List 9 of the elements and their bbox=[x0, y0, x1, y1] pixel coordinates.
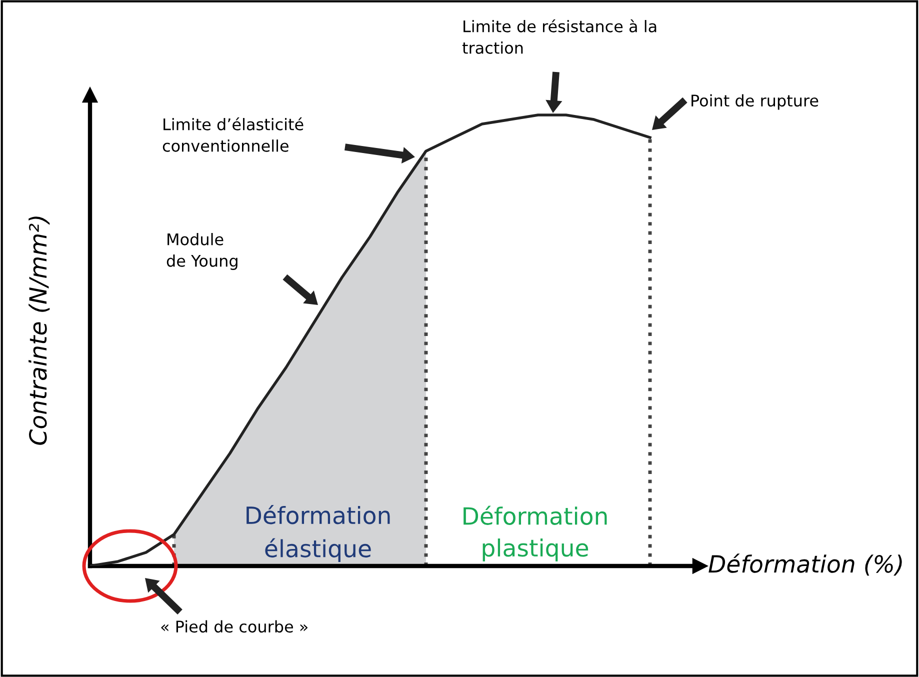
x-axis-title: Déformation (%) bbox=[708, 554, 902, 576]
annotation: Déformation élastique bbox=[246, 505, 390, 562]
annotation: Module de Young bbox=[166, 233, 238, 270]
annotation: Déformation plastique bbox=[464, 506, 607, 562]
annotation: Limite d’élasticité conventionnelle bbox=[162, 117, 304, 152]
y-axis-title: Contrainte (N/mm²) bbox=[28, 216, 50, 445]
text: « Pied de courbe » bbox=[161, 620, 308, 633]
text: Limite de résistance à la traction bbox=[462, 19, 656, 54]
text: Point de rupture bbox=[692, 94, 818, 110]
